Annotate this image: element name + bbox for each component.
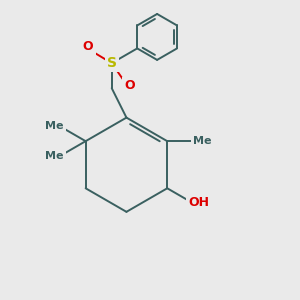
Text: OH: OH (188, 196, 209, 209)
Text: Me: Me (193, 136, 212, 146)
Text: O: O (124, 79, 135, 92)
Text: Me: Me (45, 122, 64, 131)
Text: S: S (107, 56, 117, 70)
Text: O: O (83, 40, 94, 53)
Text: Me: Me (45, 151, 64, 161)
